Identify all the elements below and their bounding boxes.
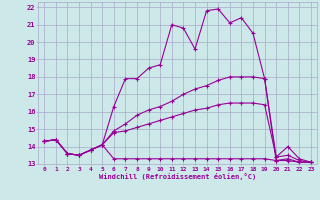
X-axis label: Windchill (Refroidissement éolien,°C): Windchill (Refroidissement éolien,°C) (99, 173, 256, 180)
